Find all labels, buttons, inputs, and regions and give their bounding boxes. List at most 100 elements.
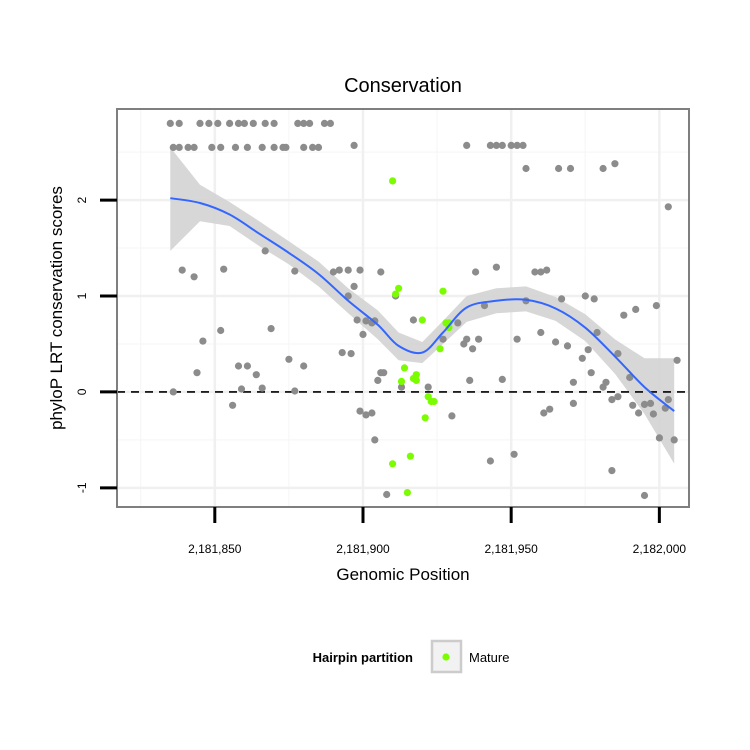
mature-point: [412, 371, 420, 379]
data-point: [350, 141, 358, 149]
data-point: [196, 119, 204, 127]
data-point: [439, 335, 447, 343]
mature-point: [395, 284, 403, 292]
data-point: [314, 143, 323, 151]
mature-point: [406, 452, 414, 460]
x-tick-label: 2,182,000: [633, 542, 687, 556]
data-point: [546, 405, 554, 413]
data-point: [243, 143, 251, 151]
data-point: [640, 491, 649, 500]
data-point: [205, 119, 213, 127]
mature-point: [389, 177, 397, 185]
data-point: [635, 409, 643, 417]
data-point: [620, 311, 628, 319]
data-point: [320, 119, 329, 127]
data-point: [344, 292, 352, 300]
data-point: [555, 164, 563, 173]
data-point: [306, 119, 314, 127]
data-point: [300, 119, 308, 127]
data-point: [353, 316, 361, 324]
data-point: [614, 350, 622, 358]
data-points: [166, 119, 681, 500]
data-point: [261, 119, 269, 127]
mature-point: [421, 414, 429, 422]
mature-point: [418, 316, 426, 324]
data-point: [584, 346, 592, 354]
data-point: [608, 467, 616, 475]
data-point: [175, 119, 183, 127]
data-point: [486, 141, 494, 149]
y-tick-label: 0: [75, 388, 89, 395]
data-point: [377, 268, 385, 276]
data-point: [472, 268, 480, 276]
smooth-trend-line: [170, 197, 675, 412]
data-point: [611, 160, 619, 168]
data-point: [249, 119, 257, 127]
data-point: [569, 378, 578, 386]
data-point: [226, 119, 234, 127]
mature-point: [400, 364, 409, 372]
data-point: [537, 328, 545, 337]
legend-label-mature: Mature: [469, 650, 509, 665]
data-point: [640, 400, 649, 408]
data-point: [199, 337, 207, 345]
mature-point: [392, 290, 400, 298]
data-point: [383, 490, 391, 499]
data-point: [371, 436, 379, 444]
data-point: [578, 354, 586, 362]
data-point: [563, 342, 572, 350]
data-point: [543, 266, 551, 274]
data-point: [190, 273, 198, 281]
data-point: [335, 266, 343, 274]
data-point: [234, 362, 243, 370]
data-point: [193, 369, 201, 377]
data-point: [649, 410, 658, 418]
x-tick-label: 2,181,900: [336, 542, 390, 556]
x-axis-label: Genomic Position: [336, 565, 469, 584]
data-point: [169, 143, 177, 151]
data-point: [593, 328, 601, 337]
y-tick-label: 1: [75, 292, 89, 299]
data-point: [599, 164, 607, 173]
y-tick-label: 2: [75, 196, 89, 203]
data-point: [294, 119, 302, 127]
data-point: [380, 369, 388, 377]
data-point: [240, 119, 248, 127]
plot-panel: [116, 108, 690, 508]
x-tick-label: 2,181,950: [484, 542, 538, 556]
y-axis-label: phyloP LRT conservation scores: [47, 186, 66, 430]
data-point: [175, 143, 183, 151]
data-point: [261, 247, 269, 255]
data-point: [646, 399, 655, 407]
data-point: [629, 401, 637, 409]
mature-point: [389, 460, 397, 468]
legend-mature-marker: [442, 653, 450, 661]
data-point: [217, 143, 225, 151]
data-point: [338, 349, 346, 357]
data-point: [670, 436, 678, 444]
data-point: [362, 317, 370, 325]
chart-title: Conservation: [344, 75, 462, 97]
data-point: [510, 450, 518, 458]
data-point: [220, 265, 228, 273]
data-point: [673, 356, 681, 364]
data-point: [258, 143, 266, 151]
data-point: [463, 141, 471, 149]
data-point: [252, 371, 260, 379]
mature-point: [439, 287, 447, 295]
legend: Hairpin partition Mature: [313, 639, 509, 674]
data-point: [291, 267, 299, 275]
data-point: [309, 143, 317, 151]
data-point: [448, 412, 456, 420]
data-point: [513, 141, 521, 149]
data-point: [486, 457, 494, 465]
data-point: [184, 143, 192, 151]
data-point: [329, 268, 337, 276]
data-point: [498, 141, 506, 149]
mature-point: [427, 397, 435, 406]
data-point: [552, 338, 560, 346]
data-point: [267, 325, 275, 333]
data-point: [368, 409, 376, 417]
data-point: [540, 409, 548, 417]
